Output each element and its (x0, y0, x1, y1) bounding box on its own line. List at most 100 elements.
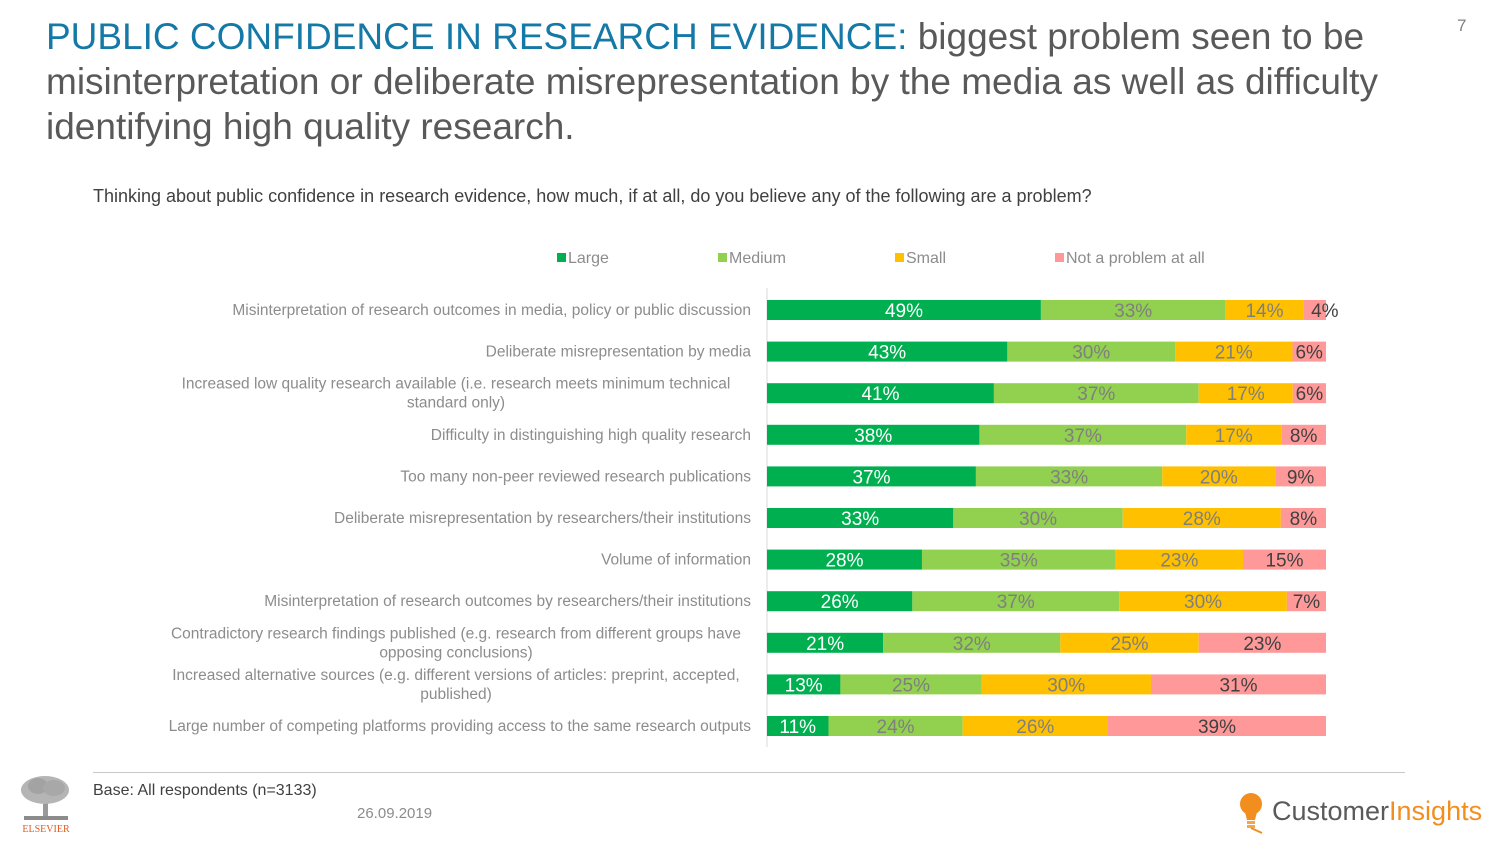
bar-segment-not-a-problem-at-all (1292, 341, 1326, 362)
page-number: 7 (1457, 16, 1467, 35)
elsevier-wordmark: ELSEVIER (22, 824, 70, 835)
data-label: 31% (1219, 675, 1257, 696)
category-label: Contradictory research findings publishe… (171, 625, 741, 661)
bar-segment-small (1198, 383, 1293, 404)
bar-segment-small (1060, 632, 1199, 653)
data-label: 7% (1293, 592, 1321, 613)
lightbulb-icon (1240, 793, 1263, 834)
report-date: 26.09.2019 (357, 805, 433, 822)
data-label: 20% (1200, 467, 1238, 488)
data-label: 9% (1287, 467, 1315, 488)
bar-segment-large (767, 549, 922, 570)
category-label-line: Deliberate misrepresentation by media (486, 344, 752, 361)
data-label: 30% (1184, 592, 1222, 613)
bar-segment-medium (883, 632, 1061, 653)
category-label-line: Increased low quality research available… (182, 376, 731, 393)
legend-swatch (895, 253, 904, 262)
legend-swatch (557, 253, 566, 262)
base-note: Base: All respondents (n=3133) (93, 782, 317, 799)
ci-word-customer: Customer (1272, 796, 1390, 826)
elsevier-logo: ELSEVIER (21, 776, 70, 835)
bar-segment-large (767, 591, 913, 612)
data-label: 23% (1243, 634, 1281, 655)
data-label: 38% (854, 426, 892, 447)
bar-segment-not-a-problem-at-all (1286, 591, 1326, 612)
category-label-line: Volume of information (601, 552, 751, 569)
data-label: 6% (1295, 343, 1323, 364)
bar-segment-not-a-problem-at-all (1242, 549, 1326, 570)
bar-segment-small (1186, 424, 1282, 445)
bar-segment-not-a-problem-at-all (1107, 716, 1326, 736)
legend-item-medium: Medium (718, 250, 786, 268)
data-label: 26% (1016, 717, 1054, 738)
legend-label: Not a problem at all (1066, 250, 1205, 267)
legend-item-not-a-problem-at-all: Not a problem at all (1055, 250, 1205, 268)
data-label: 17% (1227, 384, 1265, 405)
data-label: 39% (1198, 717, 1236, 738)
elsevier-tree-icon (21, 776, 69, 820)
category-label-line: Too many non-peer reviewed research publ… (400, 468, 751, 485)
chart-legend: Large Medium Small Not a problem at all (0, 250, 1500, 272)
category-label: Deliberate misrepresentation by media (486, 344, 752, 361)
bar-segment-medium (828, 716, 963, 736)
category-label-line: Misinterpretation of research outcomes b… (264, 593, 751, 610)
bar-segment-large (767, 424, 980, 445)
data-label: 4% (1311, 301, 1339, 322)
data-label: 43% (868, 343, 906, 364)
bar-segment-small (1162, 466, 1276, 487)
bar-segment-medium (1040, 300, 1226, 320)
data-label: 33% (1114, 301, 1152, 322)
legend-swatch (1055, 253, 1064, 262)
data-label: 21% (806, 634, 844, 655)
bar-segment-large (767, 466, 976, 487)
category-label-line: Increased alternative sources (e.g. diff… (172, 667, 739, 684)
bar-segment-small (1115, 549, 1243, 570)
category-label-line: Misinterpretation of research outcomes i… (232, 302, 751, 319)
data-label: 17% (1215, 426, 1253, 447)
data-label: 23% (1160, 551, 1198, 572)
data-label: 37% (997, 592, 1035, 613)
bar-segment-not-a-problem-at-all (1281, 424, 1326, 445)
category-label-line: Deliberate misrepresentation by research… (334, 510, 751, 527)
customer-insights-wordmark: CustomerInsights (1272, 796, 1482, 827)
bar-segment-medium (840, 674, 982, 695)
bar-segment-large (767, 383, 994, 404)
data-label: 14% (1245, 301, 1283, 322)
bar-segment-large (767, 674, 841, 695)
data-label: 49% (885, 301, 923, 322)
category-label-line: published) (420, 686, 492, 703)
data-label: 30% (1047, 675, 1085, 696)
data-label: 8% (1290, 509, 1318, 530)
bar-segment-large (767, 508, 954, 528)
category-label-line: Contradictory research findings publishe… (171, 625, 741, 642)
category-label: Increased alternative sources (e.g. diff… (172, 667, 739, 703)
category-label: Deliberate misrepresentation by research… (334, 510, 751, 527)
legend-swatch (718, 253, 727, 262)
bar-segment-small (1122, 508, 1281, 528)
bar-segment-not-a-problem-at-all (1303, 300, 1326, 320)
survey-question: Thinking about public confidence in rese… (93, 186, 1092, 206)
data-label: 26% (821, 592, 859, 613)
data-label: 37% (1077, 384, 1115, 405)
data-label: 8% (1290, 426, 1318, 447)
bar-segment-medium (921, 549, 1116, 570)
category-label-line: Difficulty in distinguishing high qualit… (431, 427, 751, 444)
ci-word-insights: Insights (1389, 796, 1483, 826)
legend-label: Medium (729, 250, 786, 267)
bar-segment-not-a-problem-at-all (1150, 674, 1326, 695)
data-label: 11% (779, 717, 816, 738)
legend-item-small: Small (895, 250, 946, 268)
category-label: Increased low quality research available… (182, 376, 731, 412)
data-label: 28% (825, 551, 863, 572)
legend-item-large: Large (557, 250, 609, 268)
data-label: 30% (1019, 509, 1057, 530)
data-label: 33% (1050, 467, 1088, 488)
data-label: 37% (1064, 426, 1102, 447)
page-title: PUBLIC CONFIDENCE IN RESEARCH EVIDENCE: … (46, 14, 1426, 149)
bar-segment-medium (975, 466, 1163, 487)
legend-label: Large (568, 250, 609, 267)
data-label: 15% (1265, 551, 1303, 572)
footer-divider (93, 772, 1405, 773)
category-label-line: opposing conclusions) (379, 644, 532, 661)
bar-segment-large (767, 341, 1008, 362)
